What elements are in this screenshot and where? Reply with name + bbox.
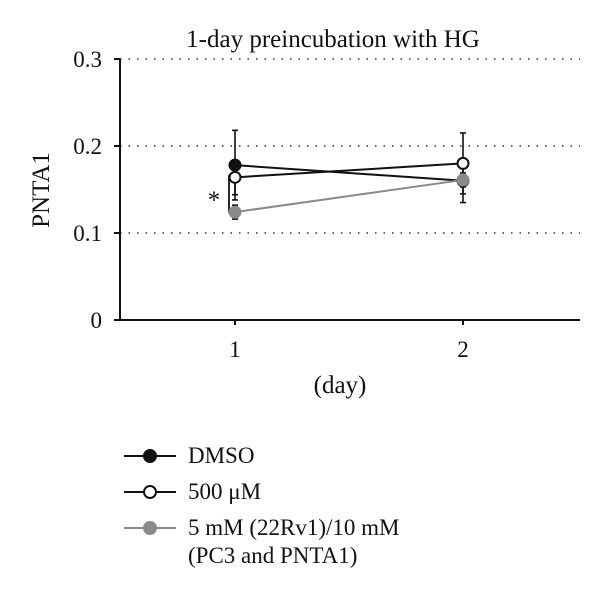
data-point [228, 158, 242, 172]
legend-label-dmso: DMSO [188, 443, 255, 468]
data-point [456, 156, 470, 170]
legend: DMSO 500 μM 5 mM (22Rv1)/10 mM (PC3 and … [124, 442, 584, 578]
series-line-0 [234, 164, 464, 182]
y-axis-label: PNTA1 [28, 152, 55, 228]
series-line-2 [234, 178, 464, 214]
y-tick-label: 0.2 [73, 134, 102, 159]
legend-label-high-glucose: 5 mM (22Rv1)/10 mM (PC3 and PNTA1) [188, 515, 400, 568]
data-point [228, 205, 242, 219]
y-tick-label: 0.1 [73, 221, 102, 246]
series-line-1 [234, 162, 464, 179]
legend-high-glucose-marker-icon [124, 521, 176, 535]
plot-area: 0 0.1 0.2 0.3 1 2 [73, 47, 580, 362]
chart-title: 1-day preincubation with HG [186, 26, 480, 53]
legend-label-500um: 500 μM [188, 479, 262, 504]
legend-item-500um: 500 μM [124, 478, 584, 506]
x-tick-label: 2 [457, 337, 469, 362]
y-tick-label: 0 [91, 308, 103, 333]
x-tick-label: 1 [229, 337, 241, 362]
data-point [456, 173, 470, 187]
chart-svg: 1-day preincubation with HG PNTA1 (day) … [28, 26, 580, 399]
data-point [228, 170, 242, 184]
x-axis-label: (day) [314, 372, 367, 399]
legend-item-dmso: DMSO [124, 442, 584, 470]
legend-500um-marker-icon [124, 485, 176, 499]
significance-annotation: * [208, 187, 221, 214]
legend-dmso-marker-icon [124, 449, 176, 463]
y-tick-label: 0.3 [73, 47, 102, 72]
legend-item-high-glucose: 5 mM (22Rv1)/10 mM (PC3 and PNTA1) [124, 514, 584, 570]
